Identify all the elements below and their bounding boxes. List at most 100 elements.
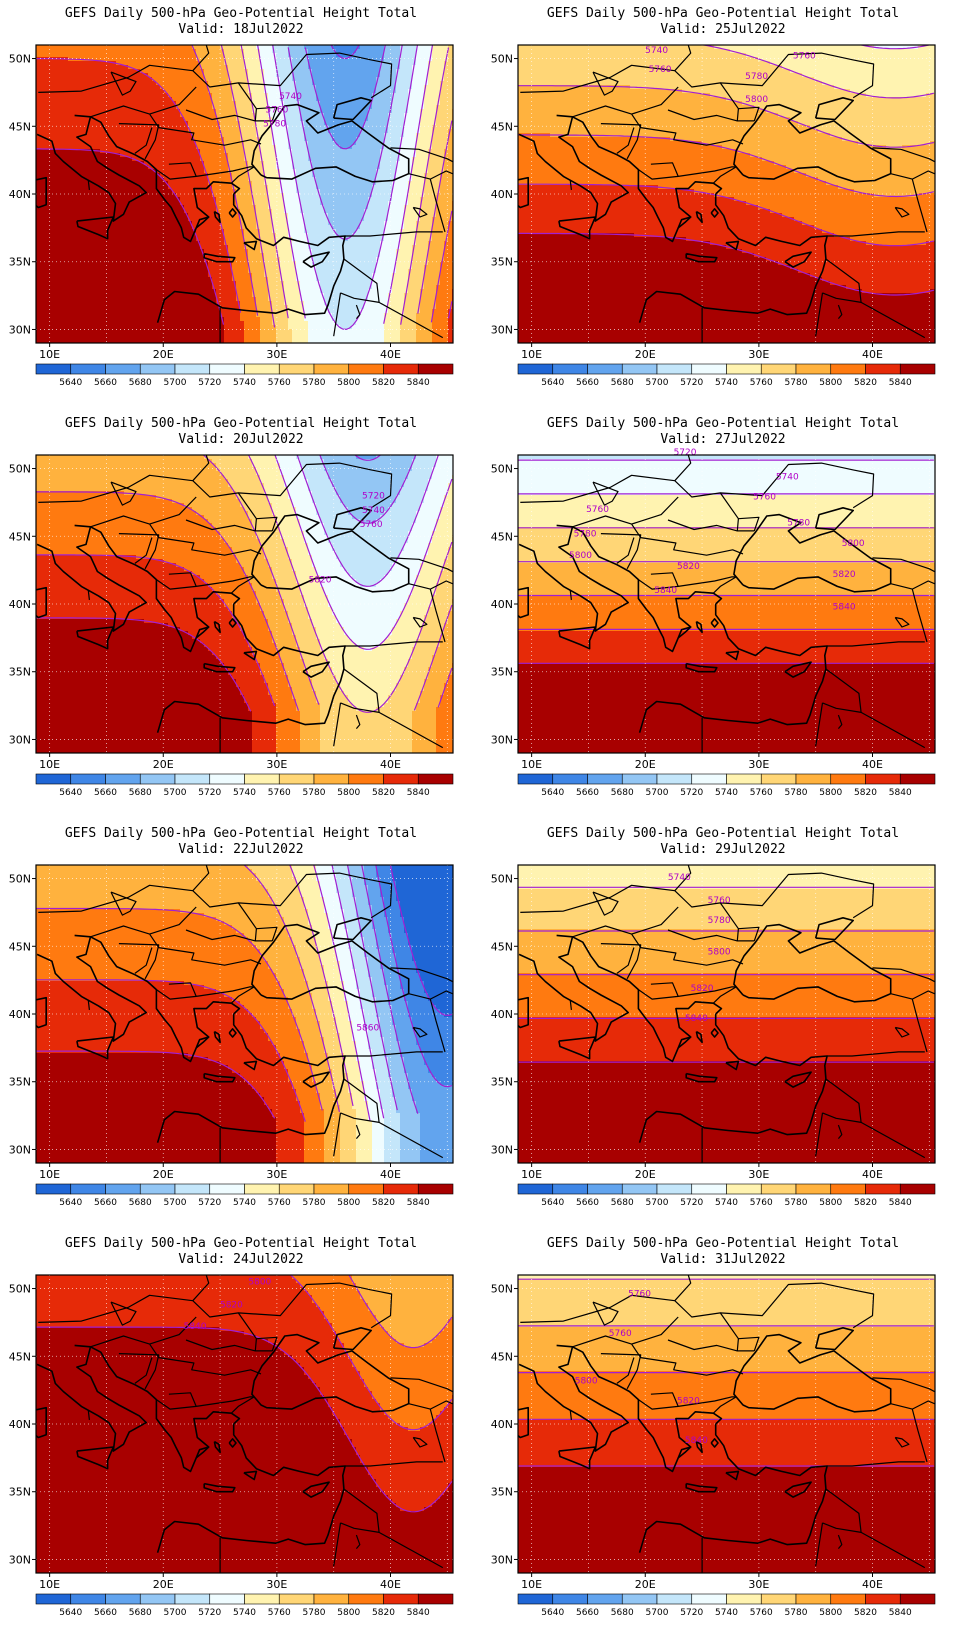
contour-label: 5860	[356, 1023, 379, 1033]
colorbar-swatch	[245, 1184, 280, 1194]
colorbar-label: 5680	[129, 1608, 152, 1618]
colorbar-swatch	[279, 1594, 314, 1604]
colorbar-swatch	[657, 364, 692, 374]
colorbar-label: 5820	[854, 1198, 877, 1208]
lat-label: 35N	[9, 1076, 31, 1089]
colorbar-label: 5680	[611, 788, 634, 798]
colorbar-swatch	[140, 1184, 175, 1194]
lat-label: 45N	[9, 940, 31, 953]
colorbar-swatch	[106, 1594, 141, 1604]
colorbar-swatch	[622, 364, 657, 374]
contour-label: 5780	[574, 529, 597, 539]
contour-label: 5820	[309, 575, 332, 585]
colorbar-label: 5720	[680, 378, 703, 388]
colorbar-label: 5780	[785, 1608, 808, 1618]
colorbar-label: 5840	[889, 378, 912, 388]
colorbar: 5640 5660 5680 5700 5720 5740 5760 5780 5800 5820…	[518, 1184, 935, 1208]
colorbar-swatch	[727, 364, 762, 374]
lon-label: 30E	[748, 1168, 769, 1181]
lat-label: 30N	[9, 323, 31, 336]
colorbar-label: 5640	[59, 788, 82, 798]
height-field	[36, 45, 457, 346]
colorbar-swatch	[900, 1594, 935, 1604]
colorbar-swatch	[518, 1184, 553, 1194]
colorbar-label: 5680	[129, 788, 152, 798]
lat-label: 45N	[491, 530, 513, 543]
lat-label: 40N	[9, 598, 31, 611]
colorbar-label: 5640	[59, 1608, 82, 1618]
colorbar-swatch	[727, 1594, 762, 1604]
colorbar-swatch	[831, 774, 866, 784]
colorbar-swatch	[900, 774, 935, 784]
contour-label: 5740	[362, 506, 385, 516]
colorbar-swatch	[588, 774, 623, 784]
colorbar-swatch	[314, 774, 349, 784]
colorbar-label: 5760	[750, 378, 773, 388]
lat-label: 50N	[9, 53, 31, 66]
colorbar-swatch	[384, 1594, 419, 1604]
colorbar-swatch	[175, 1184, 210, 1194]
lat-label: 35N	[491, 1486, 513, 1499]
colorbar-label: 5800	[337, 378, 360, 388]
lon-label: 40E	[862, 348, 883, 361]
colorbar-swatch	[140, 774, 175, 784]
colorbar-label: 5680	[611, 1198, 634, 1208]
contour-label: 5820	[691, 984, 714, 994]
colorbar-label: 5840	[407, 1608, 430, 1618]
colorbar-label: 5820	[372, 378, 395, 388]
lon-label: 40E	[862, 1578, 883, 1591]
colorbar-label: 5780	[303, 1198, 326, 1208]
height-field	[518, 1275, 939, 1576]
colorbar-label: 5800	[819, 378, 842, 388]
contour-label: 5780	[263, 119, 286, 129]
colorbar-label: 5640	[541, 1608, 564, 1618]
colorbar-label: 5760	[268, 788, 291, 798]
colorbar-label: 5820	[854, 378, 877, 388]
colorbar-swatch	[588, 1184, 623, 1194]
colorbar-label: 5680	[129, 378, 152, 388]
lat-label: 45N	[9, 530, 31, 543]
contour-label: 5740	[279, 92, 302, 102]
colorbar-label: 5800	[337, 1198, 360, 1208]
colorbar-swatch	[761, 364, 796, 374]
lon-label: 20E	[635, 1168, 656, 1181]
lon-label: 40E	[380, 1168, 401, 1181]
colorbar-swatch	[106, 774, 141, 784]
colorbar-label: 5640	[541, 788, 564, 798]
colorbar-swatch	[727, 774, 762, 784]
colorbar-label: 5660	[94, 1608, 117, 1618]
colorbar-label: 5760	[268, 378, 291, 388]
colorbar-swatch	[279, 774, 314, 784]
colorbar-label: 5660	[94, 788, 117, 798]
colorbar-swatch	[384, 1184, 419, 1194]
colorbar-swatch	[657, 774, 692, 784]
height-field	[518, 865, 939, 1166]
colorbar-label: 5780	[785, 1198, 808, 1208]
colorbar-label: 5840	[889, 788, 912, 798]
lon-label: 10E	[521, 1168, 542, 1181]
colorbar-label: 5700	[164, 378, 187, 388]
colorbar-swatch	[140, 1594, 175, 1604]
contour-label: 5840	[685, 1436, 708, 1446]
colorbar: 5640 5660 5680 5700 5720 5740 5760 5780 5800 5820…	[518, 364, 935, 388]
height-field	[36, 865, 457, 1166]
colorbar-swatch	[796, 364, 831, 374]
colorbar-swatch	[418, 364, 453, 374]
colorbar-label: 5800	[337, 1608, 360, 1618]
colorbar-swatch	[692, 1184, 727, 1194]
colorbar-swatch	[71, 1184, 106, 1194]
colorbar-label: 5640	[59, 378, 82, 388]
lon-label: 10E	[521, 1578, 542, 1591]
colorbar-label: 5720	[680, 788, 703, 798]
colorbar-swatch	[553, 364, 588, 374]
contour-label: 5840	[654, 586, 677, 596]
colorbar-label: 5840	[407, 788, 430, 798]
colorbar: 5640 5660 5680 5700 5720 5740 5760 5780 5800 5820…	[36, 774, 453, 798]
lon-label: 20E	[153, 758, 174, 771]
height-field	[36, 455, 457, 756]
colorbar-swatch	[796, 1594, 831, 1604]
colorbar-label: 5760	[268, 1608, 291, 1618]
lat-label: 30N	[491, 1143, 513, 1156]
map-panel: GEFS Daily 500-hPa Geo-Potential Height …	[0, 1230, 482, 1640]
contour-label: 5760	[708, 896, 731, 906]
